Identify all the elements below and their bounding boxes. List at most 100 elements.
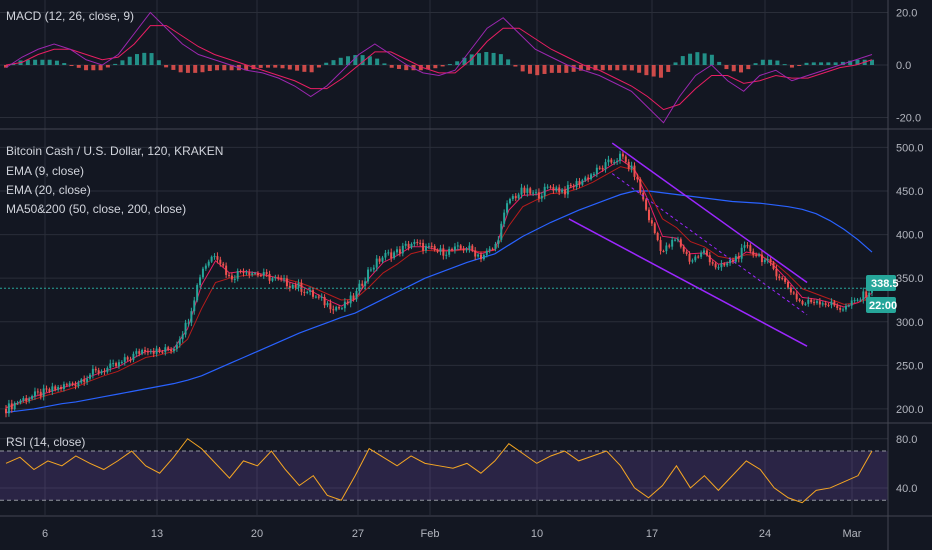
macd-histogram-bar <box>768 59 773 65</box>
candle-body <box>647 209 650 221</box>
candle-body <box>711 262 714 264</box>
candle-body <box>859 299 862 301</box>
channel-middle-line[interactable] <box>611 173 808 316</box>
macd-histogram-bar <box>273 65 278 68</box>
candle-body <box>158 348 161 352</box>
macd-histogram-bar <box>185 65 190 73</box>
candle-body <box>277 277 280 279</box>
macd-histogram-bar <box>127 56 132 65</box>
candle-body <box>416 241 419 243</box>
macd-histogram-bar <box>287 65 292 70</box>
candle-body <box>88 374 91 379</box>
candle-body <box>262 272 265 276</box>
candle-body <box>254 273 257 275</box>
channel-upper-line[interactable] <box>611 142 808 284</box>
ma-indicator-label[interactable]: MA50&200 (50, close, 200, close) <box>6 202 186 216</box>
macd-histogram-bar <box>782 64 787 66</box>
candle-body <box>225 265 228 275</box>
macd-histogram-bar <box>608 65 613 71</box>
macd-histogram-bar <box>69 65 74 66</box>
candle-body <box>506 203 509 213</box>
macd-histogram-bar <box>557 65 562 73</box>
macd-histogram-bar <box>840 61 845 65</box>
macd-histogram-bar <box>804 62 809 65</box>
macd-histogram-bar <box>673 62 678 65</box>
price-scales[interactable]: 20.0 0.0 -20.0 200.0 250.0 300.0 350.0 400.0 450… <box>896 8 924 495</box>
time-axis[interactable]: 6 13 20 27 Feb 10 17 24 Mar <box>42 528 862 540</box>
candle-body <box>685 251 688 254</box>
candle-body <box>708 255 711 263</box>
macd-histogram-bar <box>484 52 489 65</box>
rsi-indicator-label[interactable]: RSI (14, close) <box>6 435 85 449</box>
candle-body <box>821 303 824 305</box>
price-pane[interactable] <box>0 142 888 418</box>
candle-body <box>468 245 471 250</box>
candle-body <box>172 348 175 352</box>
x-tick-label: 24 <box>759 528 771 540</box>
candle-body <box>659 240 662 251</box>
candle-body <box>216 256 219 260</box>
candle-body <box>543 186 546 196</box>
rsi-band-fill <box>0 451 888 501</box>
candle-body <box>375 258 378 268</box>
candle-body <box>824 303 827 305</box>
x-tick-label: Feb <box>421 528 440 540</box>
candle-body <box>445 254 448 256</box>
macd-histogram-bar <box>113 63 118 65</box>
y-tick-label: 200.0 <box>896 404 924 416</box>
ema20-indicator-label[interactable]: EMA (20, close) <box>6 183 91 197</box>
candle-body <box>242 271 245 274</box>
candle-body <box>616 160 619 163</box>
candle-body <box>210 256 213 262</box>
ema9-indicator-label[interactable]: EMA (9, close) <box>6 164 84 178</box>
candle-body <box>731 259 734 262</box>
candle-body <box>787 281 790 288</box>
candle-body <box>381 257 384 262</box>
candle-body <box>714 263 717 268</box>
candle-body <box>592 173 595 175</box>
macd-histogram-bar <box>455 61 460 65</box>
rsi-pane[interactable] <box>0 438 888 504</box>
candle-body <box>430 245 433 247</box>
candle-body <box>193 300 196 312</box>
macd-histogram-bar <box>506 59 511 65</box>
candle-body <box>230 275 233 280</box>
candle-body <box>338 307 341 309</box>
macd-histogram-bar <box>695 52 700 65</box>
candle-body <box>630 165 633 169</box>
macd-histogram-bar <box>637 65 642 73</box>
channel-lower-line[interactable] <box>568 218 808 347</box>
candle-body <box>613 162 616 164</box>
macd-histogram-bar <box>295 65 300 71</box>
macd-indicator-label[interactable]: MACD (12, 26, close, 9) <box>6 9 134 23</box>
macd-histogram <box>4 52 874 78</box>
macd-histogram-bar <box>426 65 431 70</box>
macd-histogram-bar <box>709 54 714 65</box>
candle-body <box>491 248 494 250</box>
macd-histogram-bar <box>200 65 205 73</box>
candle-body <box>662 250 665 252</box>
candle-body <box>436 249 439 252</box>
candle-body <box>329 303 332 310</box>
candle-body <box>844 305 847 310</box>
candle-body <box>361 283 364 286</box>
candle-body <box>558 187 561 193</box>
candle-body <box>396 249 399 253</box>
candle-body <box>378 258 381 262</box>
candle-body <box>294 284 297 288</box>
candle-body <box>71 383 74 385</box>
candle-body <box>572 186 575 188</box>
macd-histogram-bar <box>280 65 285 69</box>
candle-body <box>135 351 138 354</box>
candle-body <box>561 189 564 193</box>
symbol-title[interactable]: Bitcoin Cash / U.S. Dollar, 120, KRAKEN <box>6 144 223 158</box>
candle-body <box>80 379 83 383</box>
macd-histogram-bar <box>105 65 110 68</box>
candle-body <box>433 246 436 250</box>
candle-body <box>807 299 810 304</box>
macd-pane[interactable] <box>4 11 874 124</box>
candle-body <box>355 290 358 300</box>
x-tick-label: 10 <box>531 528 543 540</box>
